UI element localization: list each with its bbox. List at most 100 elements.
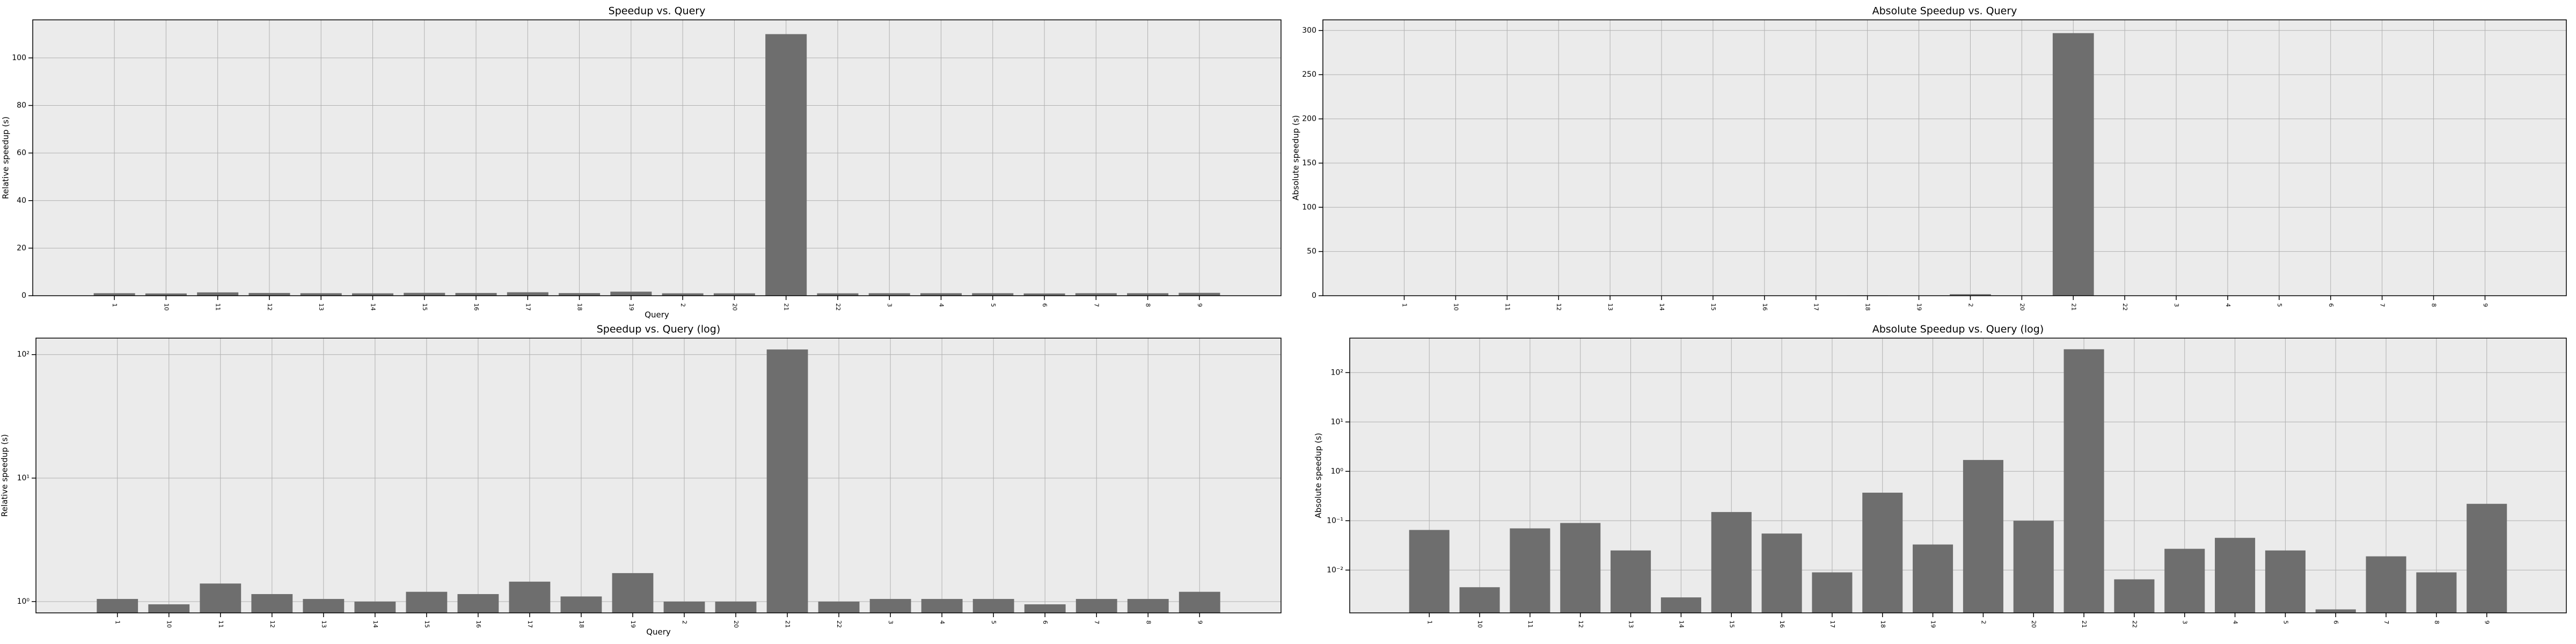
bar <box>2467 503 2507 613</box>
chart-title: Speedup vs. Query (log) <box>597 324 721 335</box>
bar <box>404 292 445 296</box>
bar <box>559 293 601 296</box>
x-tick-label: 3 <box>887 620 894 624</box>
x-tick-label: 4 <box>2224 303 2231 307</box>
x-tick-label: 11 <box>217 620 224 628</box>
bar <box>248 292 290 296</box>
bar <box>612 573 654 613</box>
bar <box>1761 533 1802 613</box>
bar <box>509 581 551 613</box>
y-tick-label: 150 <box>1302 159 1316 167</box>
x-tick-label: 13 <box>320 620 327 628</box>
bar <box>2215 538 2256 613</box>
bar <box>1024 604 1066 613</box>
plot-frame <box>32 19 1282 296</box>
x-tick-label: 12 <box>1577 620 1584 628</box>
y-tick-label: 10⁰ <box>17 597 30 606</box>
bar <box>300 293 342 296</box>
x-tick-label: 11 <box>1527 620 1534 628</box>
bar <box>1075 293 1117 296</box>
bar <box>455 292 497 296</box>
x-tick-label: 8 <box>2431 303 2438 307</box>
x-tick-label: 21 <box>783 303 790 311</box>
bar <box>715 601 757 613</box>
x-tick-label: 15 <box>423 620 430 628</box>
bar <box>920 293 962 296</box>
bar <box>972 293 1014 296</box>
y-tick-label: 50 <box>1307 247 1316 256</box>
bar <box>713 293 755 296</box>
x-tick-label: 10 <box>1476 620 1483 628</box>
y-tick-label: 10² <box>17 350 30 359</box>
chart-title: Absolute Speedup vs. Query <box>1872 5 2017 17</box>
x-tick-label: 14 <box>372 620 379 628</box>
y-tick-label: 0 <box>21 291 26 300</box>
x-tick-label: 9 <box>2484 620 2491 624</box>
plot-frame <box>1322 19 2567 296</box>
bar <box>457 594 499 613</box>
bar <box>817 293 859 296</box>
y-tick-label: 10² <box>1331 368 1343 377</box>
bar <box>148 604 190 613</box>
x-tick-label: 16 <box>473 303 480 311</box>
bar <box>765 34 807 296</box>
x-tick-label: 1 <box>1401 303 1408 307</box>
x-tick-label: 17 <box>524 303 531 311</box>
x-tick-label: 5 <box>2276 303 2283 307</box>
x-tick-label: 20 <box>731 303 738 311</box>
bar <box>1812 572 1853 613</box>
bar <box>2265 550 2306 613</box>
bar <box>663 601 705 613</box>
bar <box>93 293 135 296</box>
y-axis-label: Absolute speedup (s) <box>1291 115 1301 201</box>
x-tick-label: 6 <box>2332 620 2339 624</box>
x-tick-label: 5 <box>990 303 997 307</box>
bar <box>1179 292 1220 296</box>
y-tick-label: 10⁻¹ <box>1327 516 1343 525</box>
y-tick-label: 10⁰ <box>1331 467 1344 475</box>
bar <box>2013 521 2054 613</box>
x-tick-label: 18 <box>578 620 585 628</box>
y-tick-label: 40 <box>17 196 26 205</box>
x-tick-label: 16 <box>1779 620 1785 628</box>
y-tick-label: 20 <box>17 244 26 252</box>
x-tick-label: 13 <box>318 303 325 311</box>
bar <box>1409 530 1450 613</box>
x-tick-label: 7 <box>2379 303 2386 307</box>
x-tick-label: 22 <box>835 303 841 311</box>
subplot: 10⁰ 10¹ 10² 1 10 11 12 13 14 15 16 17 18 19 2 20 21 22 3 4 5… <box>0 324 1282 637</box>
x-tick-label: 2 <box>1967 303 1974 307</box>
x-tick-label: 1 <box>1426 620 1433 624</box>
x-tick-label: 18 <box>1879 620 1886 628</box>
x-tick-label: 13 <box>1628 620 1635 628</box>
bar <box>1179 591 1220 613</box>
x-tick-label: 2 <box>1980 620 1987 624</box>
x-tick-label: 10 <box>163 303 170 311</box>
x-tick-label: 17 <box>1829 620 1836 628</box>
plot-frame <box>1349 338 2567 613</box>
x-tick-label: 2 <box>679 303 686 307</box>
bar <box>2114 579 2155 613</box>
x-tick-label: 8 <box>1145 620 1152 624</box>
bar <box>354 601 396 613</box>
bar <box>2063 349 2104 613</box>
x-tick-label: 7 <box>1093 620 1100 624</box>
x-tick-label: 8 <box>2433 620 2440 624</box>
x-tick-label: 7 <box>1093 303 1100 307</box>
bar <box>200 583 241 613</box>
bar <box>2366 556 2406 613</box>
bar <box>1560 523 1601 613</box>
x-tick-label: 2 <box>681 620 688 624</box>
y-tick-label: 300 <box>1302 26 1316 35</box>
x-tick-label: 3 <box>2173 303 2180 307</box>
x-tick-label: 21 <box>2081 620 2088 628</box>
bar <box>972 599 1014 613</box>
x-tick-label: 19 <box>1930 620 1937 628</box>
bar <box>2164 548 2205 613</box>
plot-frame <box>35 338 1282 613</box>
x-tick-label: 5 <box>990 620 997 624</box>
bar <box>2315 609 2356 613</box>
x-tick-label: 6 <box>2328 303 2334 307</box>
y-axis-label: Relative speedup (s) <box>1 116 11 199</box>
